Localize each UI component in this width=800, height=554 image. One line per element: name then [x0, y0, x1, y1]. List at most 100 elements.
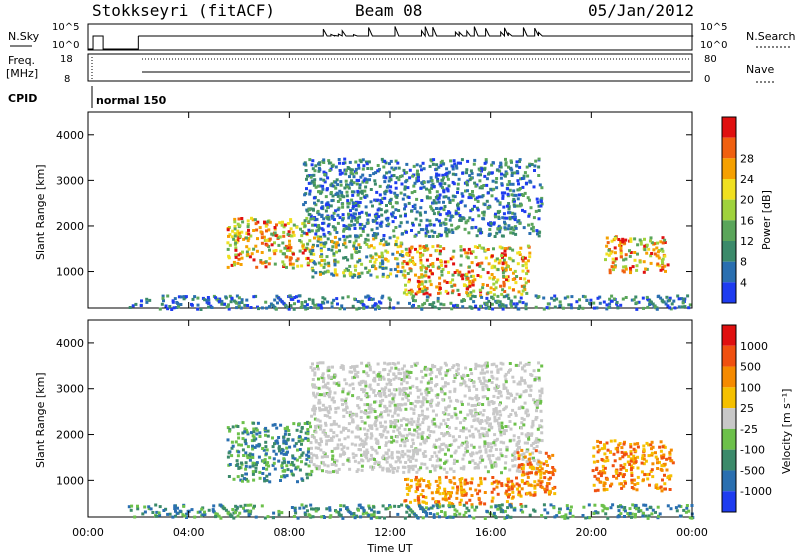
- echo-cell: [655, 483, 659, 487]
- echo-cell: [477, 466, 480, 470]
- echo-cell: [381, 504, 385, 508]
- echo-cell: [551, 473, 555, 477]
- echo-cell: [479, 482, 483, 486]
- echo-cell: [322, 232, 326, 236]
- echo-cell: [428, 190, 432, 194]
- echo-cell: [630, 515, 633, 519]
- echo-cell: [446, 418, 450, 421]
- echo-cell: [433, 365, 437, 368]
- echo-cell: [540, 514, 544, 518]
- echo-cell: [682, 297, 686, 301]
- echo-cell: [453, 407, 457, 411]
- echo-cell: [482, 409, 486, 412]
- echo-cell: [647, 514, 651, 518]
- echo-cell: [407, 465, 411, 469]
- echo-cell: [458, 270, 462, 274]
- echo-cell: [408, 432, 412, 436]
- echo-cell: [241, 437, 245, 441]
- echo-cell: [444, 227, 448, 231]
- echo-cell: [409, 455, 413, 459]
- echo-cell: [373, 462, 377, 466]
- echo-cell: [339, 508, 342, 512]
- echo-cell: [346, 205, 350, 209]
- echo-cell: [637, 300, 641, 304]
- echo-cell: [255, 432, 259, 436]
- echo-cell: [389, 190, 393, 194]
- echo-cell: [427, 379, 431, 383]
- echo-cell: [425, 295, 429, 299]
- echo-cell: [486, 364, 489, 368]
- echo-cell: [606, 459, 610, 463]
- echo-cell: [453, 376, 457, 380]
- echo-cell: [228, 294, 232, 298]
- echo-cell: [462, 283, 466, 287]
- echo-cell: [618, 471, 622, 475]
- echo-cell: [469, 411, 473, 415]
- echo-cell: [454, 438, 458, 442]
- echo-cell: [544, 516, 548, 520]
- echo-cell: [597, 448, 601, 452]
- echo-cell: [436, 393, 440, 397]
- echo-cell: [640, 470, 644, 474]
- echo-cell: [404, 402, 408, 406]
- echo-cell: [290, 506, 294, 509]
- echo-cell: [304, 169, 308, 172]
- echo-cell: [474, 412, 478, 416]
- echo-cell: [297, 422, 301, 426]
- echo-cell: [519, 393, 523, 397]
- echo-cell: [265, 243, 269, 247]
- echo-cell: [534, 209, 538, 213]
- echo-cell: [248, 465, 252, 469]
- echo-cell: [643, 473, 647, 477]
- echo-cell: [593, 474, 597, 478]
- echo-cell: [508, 182, 512, 186]
- echo-cell: [289, 246, 293, 250]
- echo-cell: [369, 426, 373, 430]
- echo-cell: [312, 453, 315, 457]
- echo-cell: [378, 265, 382, 269]
- echo-cell: [275, 426, 279, 430]
- echo-cell: [544, 460, 548, 464]
- echo-cell: [441, 178, 445, 182]
- echo-cell: [347, 390, 351, 394]
- echo-cell: [356, 189, 360, 193]
- echo-cell: [500, 454, 504, 458]
- echo-cell: [476, 463, 480, 467]
- echo-cell: [620, 450, 624, 454]
- echo-cell: [485, 370, 489, 374]
- echo-cell: [539, 461, 543, 465]
- echo-cell: [522, 452, 526, 456]
- echo-cell: [415, 177, 419, 181]
- echo-cell: [367, 361, 371, 365]
- echo-cell: [268, 248, 271, 252]
- echo-cell: [592, 454, 596, 458]
- echo-cell: [446, 228, 450, 232]
- echo-cell: [497, 456, 500, 460]
- echo-cell: [310, 174, 314, 178]
- echo-cell: [330, 272, 334, 276]
- echo-cell: [661, 300, 665, 304]
- echo-cell: [228, 429, 232, 433]
- echo-cell: [347, 167, 351, 170]
- echo-cell: [513, 396, 517, 400]
- echo-cell: [321, 300, 325, 304]
- echo-cell: [317, 386, 321, 390]
- echo-cell: [521, 301, 525, 305]
- echo-cell: [370, 228, 374, 232]
- echo-cell: [460, 477, 464, 481]
- echo-cell: [385, 243, 389, 246]
- echo-cell: [300, 453, 304, 457]
- echo-cell: [205, 298, 209, 302]
- echo-cell: [506, 279, 510, 283]
- echo-cell: [436, 488, 439, 492]
- echo-cell: [529, 433, 533, 437]
- echo-cell: [624, 238, 628, 242]
- echo-cell: [521, 480, 524, 484]
- echo-cell: [439, 302, 443, 306]
- echo-cell: [374, 424, 378, 427]
- echo-cell: [404, 283, 407, 287]
- echo-cell: [597, 471, 601, 475]
- echo-cell: [312, 173, 316, 177]
- echo-cell: [394, 181, 398, 185]
- echo-cell: [470, 171, 474, 175]
